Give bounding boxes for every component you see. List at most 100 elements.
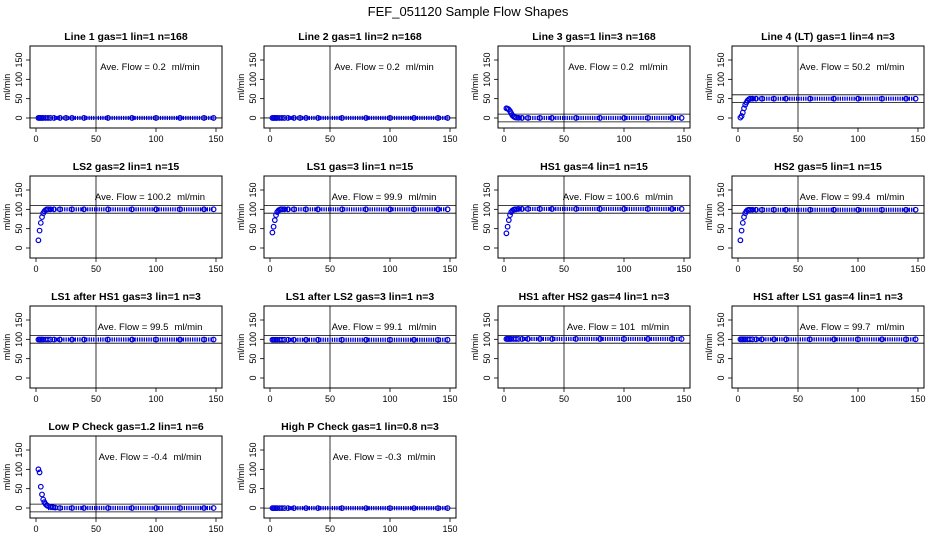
average-flow-annotation: Ave. Flow = 99.9 ml/min xyxy=(332,192,437,203)
average-flow-annotation: Ave. Flow = 100.6 ml/min xyxy=(563,192,673,203)
data-point xyxy=(645,336,651,342)
y-tick-label: 150 xyxy=(248,312,258,327)
plot-frame xyxy=(731,175,925,259)
data-point xyxy=(279,505,285,512)
data-point xyxy=(771,336,777,343)
y-tick-label: 0 xyxy=(248,375,258,380)
x-tick-label: 150 xyxy=(676,264,691,274)
data-point xyxy=(738,227,745,234)
data-point xyxy=(291,505,297,512)
plot-frame xyxy=(497,175,691,259)
data-point xyxy=(783,95,789,102)
data-point xyxy=(387,206,393,213)
y-tick-label: 0 xyxy=(716,375,726,380)
x-tick-label: 150 xyxy=(208,264,223,274)
annotation-value: 100.2 xyxy=(147,192,171,203)
y-tick-label: 100 xyxy=(248,72,258,87)
average-flow-annotation: Ave. Flow = 99.7 ml/min xyxy=(800,322,905,333)
annotation-value: 0.2 xyxy=(621,62,634,73)
data-point xyxy=(411,115,417,121)
data-point xyxy=(291,115,297,121)
data-point xyxy=(783,206,789,213)
panel-13: Low P Check gas=1.2 lin=1 n=6 0 50 100 150 0 5… xyxy=(2,421,224,534)
data-point xyxy=(57,115,63,121)
annotation-label: Ave. Flow = xyxy=(800,192,852,203)
y-tick-label: 150 xyxy=(716,52,726,67)
annotation-unit: ml/min xyxy=(876,62,904,73)
data-point xyxy=(303,115,309,121)
annotation-label: Ave. Flow = xyxy=(568,62,620,73)
data-point xyxy=(504,223,511,230)
data-point xyxy=(153,206,159,213)
y-tick-label: 50 xyxy=(248,224,258,234)
x-tick-label: 100 xyxy=(850,134,865,144)
plot-frame xyxy=(263,305,457,389)
data-point xyxy=(37,219,44,226)
data-point xyxy=(363,115,369,121)
data-point xyxy=(411,336,417,343)
annotation-value: 100.6 xyxy=(615,192,639,203)
panel-14: High P Check gas=1 lin=0.8 n=3 0 50 100 150 0… xyxy=(236,421,458,534)
panel-2: Line 2 gas=1 lin=2 n=168 0 50 100 150 0 50 100 1… xyxy=(236,31,458,144)
data-point xyxy=(271,217,278,224)
plot-frame xyxy=(263,45,457,129)
x-tick-label: 150 xyxy=(910,134,925,144)
data-point xyxy=(503,230,510,237)
y-tick-label: 100 xyxy=(716,332,726,347)
y-axis-label: ml/min xyxy=(704,204,714,231)
data-point xyxy=(903,206,909,213)
plot-frame xyxy=(497,305,691,389)
x-tick-label: 0 xyxy=(33,394,38,404)
annotation-label: Ave. Flow = xyxy=(332,192,384,203)
x-tick-label: 50 xyxy=(793,264,803,274)
annotation-unit: ml/min xyxy=(408,322,436,333)
data-point xyxy=(505,217,512,224)
y-tick-label: 0 xyxy=(248,245,258,250)
data-point xyxy=(47,336,54,343)
annotation-label: Ave. Flow = xyxy=(100,62,152,73)
y-tick-label: 150 xyxy=(14,52,24,67)
x-tick-label: 50 xyxy=(793,134,803,144)
x-tick-label: 100 xyxy=(148,394,163,404)
y-tick-label: 100 xyxy=(248,332,258,347)
x-tick-label: 50 xyxy=(559,134,569,144)
x-tick-label: 100 xyxy=(850,394,865,404)
plot-frame xyxy=(29,305,223,389)
data-point xyxy=(281,505,288,512)
data-point xyxy=(281,115,288,121)
x-tick-label: 100 xyxy=(148,134,163,144)
x-tick-label: 100 xyxy=(148,264,163,274)
data-point xyxy=(285,206,291,213)
data-point xyxy=(201,505,207,511)
average-flow-annotation: Ave. Flow = -0.4 ml/min xyxy=(99,452,202,463)
x-tick-label: 0 xyxy=(267,134,272,144)
data-point xyxy=(741,105,747,112)
x-tick-label: 50 xyxy=(325,524,335,534)
data-point xyxy=(669,115,675,121)
y-tick-label: 100 xyxy=(248,462,258,477)
x-tick-label: 100 xyxy=(382,264,397,274)
data-point xyxy=(753,206,759,213)
annotation-label: Ave. Flow = xyxy=(332,322,384,333)
y-tick-label: 150 xyxy=(716,182,726,197)
annotation-value: 50.2 xyxy=(852,62,871,73)
average-flow-annotation: Ave. Flow = -0.3 ml/min xyxy=(333,452,436,463)
data-point xyxy=(129,115,135,121)
panel-title: Low P Check gas=1.2 lin=1 n=6 xyxy=(48,421,203,433)
annotation-unit: ml/min xyxy=(640,62,668,73)
x-tick-label: 150 xyxy=(442,524,457,534)
data-point xyxy=(549,115,555,121)
data-point xyxy=(303,505,309,512)
data-point xyxy=(69,336,75,343)
annotation-unit: ml/min xyxy=(172,62,200,73)
plot-frame xyxy=(263,175,457,259)
x-tick-label: 50 xyxy=(325,134,335,144)
x-tick-label: 50 xyxy=(91,134,101,144)
x-tick-label: 50 xyxy=(325,394,335,404)
data-point xyxy=(45,115,51,121)
y-axis-label: ml/min xyxy=(2,334,12,361)
annotation-label: Ave. Flow = xyxy=(800,322,852,333)
x-tick-label: 50 xyxy=(91,264,101,274)
annotation-unit: ml/min xyxy=(876,192,904,203)
